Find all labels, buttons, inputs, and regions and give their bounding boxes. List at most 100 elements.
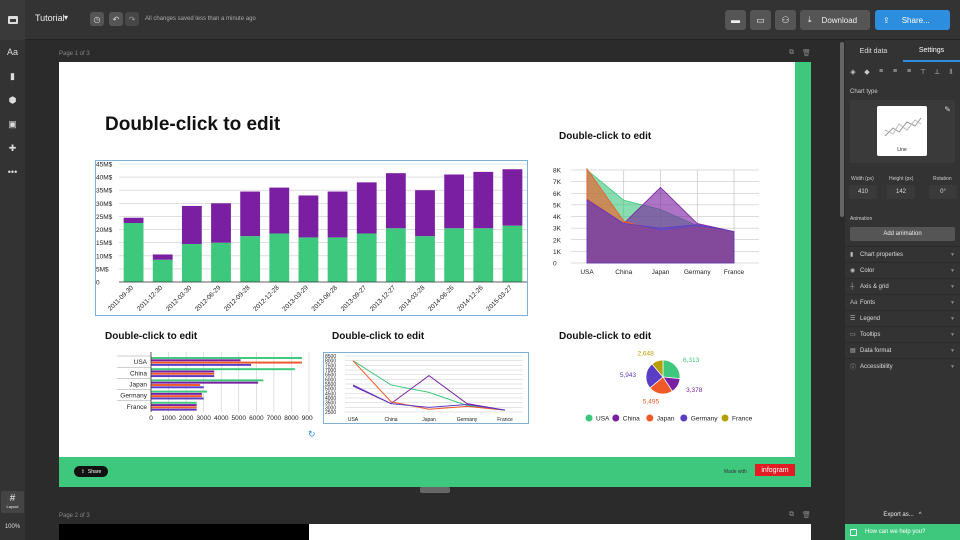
chevron-down-icon[interactable]: ▾	[64, 13, 69, 22]
more-tool-icon[interactable]: •••	[7, 167, 18, 177]
shapes-tool-icon[interactable]: ✚	[8, 142, 17, 153]
legend-label: Germany	[691, 416, 718, 423]
y-tick-label: 45M$	[96, 162, 113, 169]
chart-type-selector[interactable]: Line ✎	[850, 100, 955, 163]
area-chart-title[interactable]: Double-click to edit	[559, 131, 652, 142]
settings-panel: Edit data Settings ◈ ◆ ≡ ≡ ≡ ⊤ ⊥ ⫫ Chart…	[845, 40, 960, 540]
export-label: Export as...	[883, 512, 914, 518]
undo-button[interactable]: ↶	[109, 12, 123, 26]
area-chart[interactable]: 0 1K 2K 3K 4K 5K 6K 7K 8K USA China Japan Germany Fra…	[549, 162, 759, 322]
x-tick-label: 2014-06-26	[427, 284, 456, 313]
x-tick-label: 2014-12-26	[456, 284, 485, 313]
share-label: Share...	[901, 15, 930, 25]
section-fonts[interactable]: Aa Fonts ▼	[845, 294, 960, 310]
align-right-icon[interactable]: ≡	[906, 68, 912, 75]
team-button[interactable]: ⚇	[775, 10, 796, 30]
y-tick-label: 0	[553, 261, 557, 268]
page-resize-handle[interactable]	[420, 487, 450, 493]
bar	[151, 386, 204, 389]
image-tool-icon[interactable]: ▣	[8, 118, 17, 129]
align-bottom-icon[interactable]: ⫫	[949, 68, 953, 75]
section-label: Fonts	[860, 299, 876, 306]
pie-slice	[662, 359, 681, 380]
horizontal-bar-chart[interactable]: 0 100020003000400050006000700080009000 USA…	[103, 350, 313, 425]
fonts-icon: Aa	[850, 299, 858, 306]
scrollbar-thumb[interactable]	[840, 42, 844, 217]
footer-share-button[interactable]: ⇪ Share	[74, 466, 108, 477]
height-input[interactable]: 142	[887, 185, 915, 199]
align-center-icon[interactable]: ≡	[892, 68, 898, 75]
add-animation-button[interactable]: Add animation	[850, 227, 955, 241]
pie-chart[interactable]: 6,313 3,378 5,495 5,943 2,648 USA China Japan Ge…	[559, 350, 759, 425]
comments-button[interactable]: ▬	[725, 10, 746, 30]
stacked-bar-chart[interactable]: 0 5M$ 10M$ 15M$ 20M$ 25M$ 30M$ 35M$ 40M$ 45M$ 2011…	[95, 160, 529, 317]
vertical-scrollbar[interactable]	[839, 40, 845, 540]
align-top-icon[interactable]: ⊤	[919, 69, 927, 76]
x-tick-label: China	[615, 269, 632, 276]
section-data-format[interactable]: ▤ Data format ▼	[845, 342, 960, 358]
layer-up-icon[interactable]: ◈	[850, 69, 856, 76]
bar	[151, 384, 201, 386]
present-button[interactable]: ▭	[750, 10, 771, 30]
page-label: Page 1 of 3	[59, 51, 90, 57]
page-1[interactable]: Double-click to edit Double-click to edi…	[59, 62, 811, 487]
help-bar[interactable]: How can we help you?	[845, 524, 960, 540]
width-input[interactable]: 410	[849, 185, 877, 199]
refresh-icon[interactable]: ↻	[308, 429, 316, 439]
export-button[interactable]: Export as... ^	[845, 508, 960, 522]
hbar-chart-title[interactable]: Double-click to edit	[105, 331, 198, 342]
legend-swatch	[585, 414, 593, 422]
layout-button[interactable]: # Layout	[1, 491, 24, 513]
section-chart-properties[interactable]: ▮ Chart properties ▼	[845, 246, 960, 262]
download-button[interactable]: ⤓ Download	[800, 10, 870, 30]
delete-page-icon[interactable]: 🗑	[802, 50, 811, 57]
section-color[interactable]: ◉ Color ▼	[845, 262, 960, 278]
legend-swatch	[612, 414, 620, 422]
x-tick-label: 9000	[302, 415, 313, 422]
edit-icon[interactable]: ✎	[944, 105, 951, 114]
history-button[interactable]: ◷	[90, 12, 104, 26]
y-tick-label: 15M$	[96, 240, 113, 247]
x-tick-label: 0	[149, 415, 153, 422]
line-chart-title[interactable]: Double-click to edit	[332, 331, 425, 342]
section-accessibility[interactable]: ⓘ Accessibility ▼	[845, 358, 960, 374]
line-chart[interactable]: 2500300035004000450050005500600065007000…	[323, 352, 529, 424]
folder-icon	[7, 16, 18, 24]
section-axis-grid[interactable]: ┼ Axis & grid ▼	[845, 278, 960, 294]
x-tick-label: 2013-03-29	[281, 284, 310, 313]
align-middle-icon[interactable]: ⊥	[933, 69, 941, 76]
layer-down-icon[interactable]: ◆	[864, 69, 870, 76]
delete-page-icon[interactable]: 🗑	[802, 512, 811, 519]
redo-button[interactable]: ↷	[125, 12, 139, 26]
bar	[151, 395, 202, 398]
share-button[interactable]: ⇪ Share...	[875, 10, 950, 30]
section-legend[interactable]: ☰ Legend ▼	[845, 310, 960, 326]
tab-settings[interactable]: Settings	[903, 40, 960, 62]
logo[interactable]	[0, 0, 25, 40]
y-tick-label: 3500	[325, 401, 336, 407]
main-title[interactable]: Double-click to edit	[105, 114, 281, 135]
bar	[151, 375, 215, 378]
text-tool-icon[interactable]: Aa	[6, 47, 18, 57]
align-left-icon[interactable]: ≡	[878, 68, 884, 75]
rotation-input[interactable]: 0°	[929, 185, 957, 199]
height-label: Height (px)	[889, 176, 914, 182]
duplicate-page-icon[interactable]: ⧉	[789, 511, 794, 518]
map-tool-icon[interactable]: ⬢	[8, 94, 17, 105]
y-tick-label: 25M$	[96, 214, 113, 221]
tab-edit-data[interactable]: Edit data	[859, 47, 888, 55]
x-tick-label: 2012-12-28	[252, 284, 281, 313]
duplicate-page-icon[interactable]: ⧉	[789, 49, 794, 56]
infogram-logo[interactable]: infogram	[755, 464, 795, 476]
project-title[interactable]: Tutorial	[35, 13, 65, 23]
bar	[151, 408, 197, 411]
chart-tool-icon[interactable]: ▮	[10, 70, 15, 81]
y-tick-label: 5K	[553, 202, 562, 209]
section-tooltips[interactable]: ▭ Tooltips ▼	[845, 326, 960, 342]
pie-chart-title[interactable]: Double-click to edit	[559, 331, 652, 342]
page-2[interactable]	[59, 524, 811, 540]
x-tick-label: 2012-09-28	[223, 284, 252, 313]
bar-segment	[123, 217, 144, 223]
chart-type-card[interactable]: Line	[877, 106, 927, 156]
zoom-level[interactable]: 100%	[4, 524, 21, 530]
